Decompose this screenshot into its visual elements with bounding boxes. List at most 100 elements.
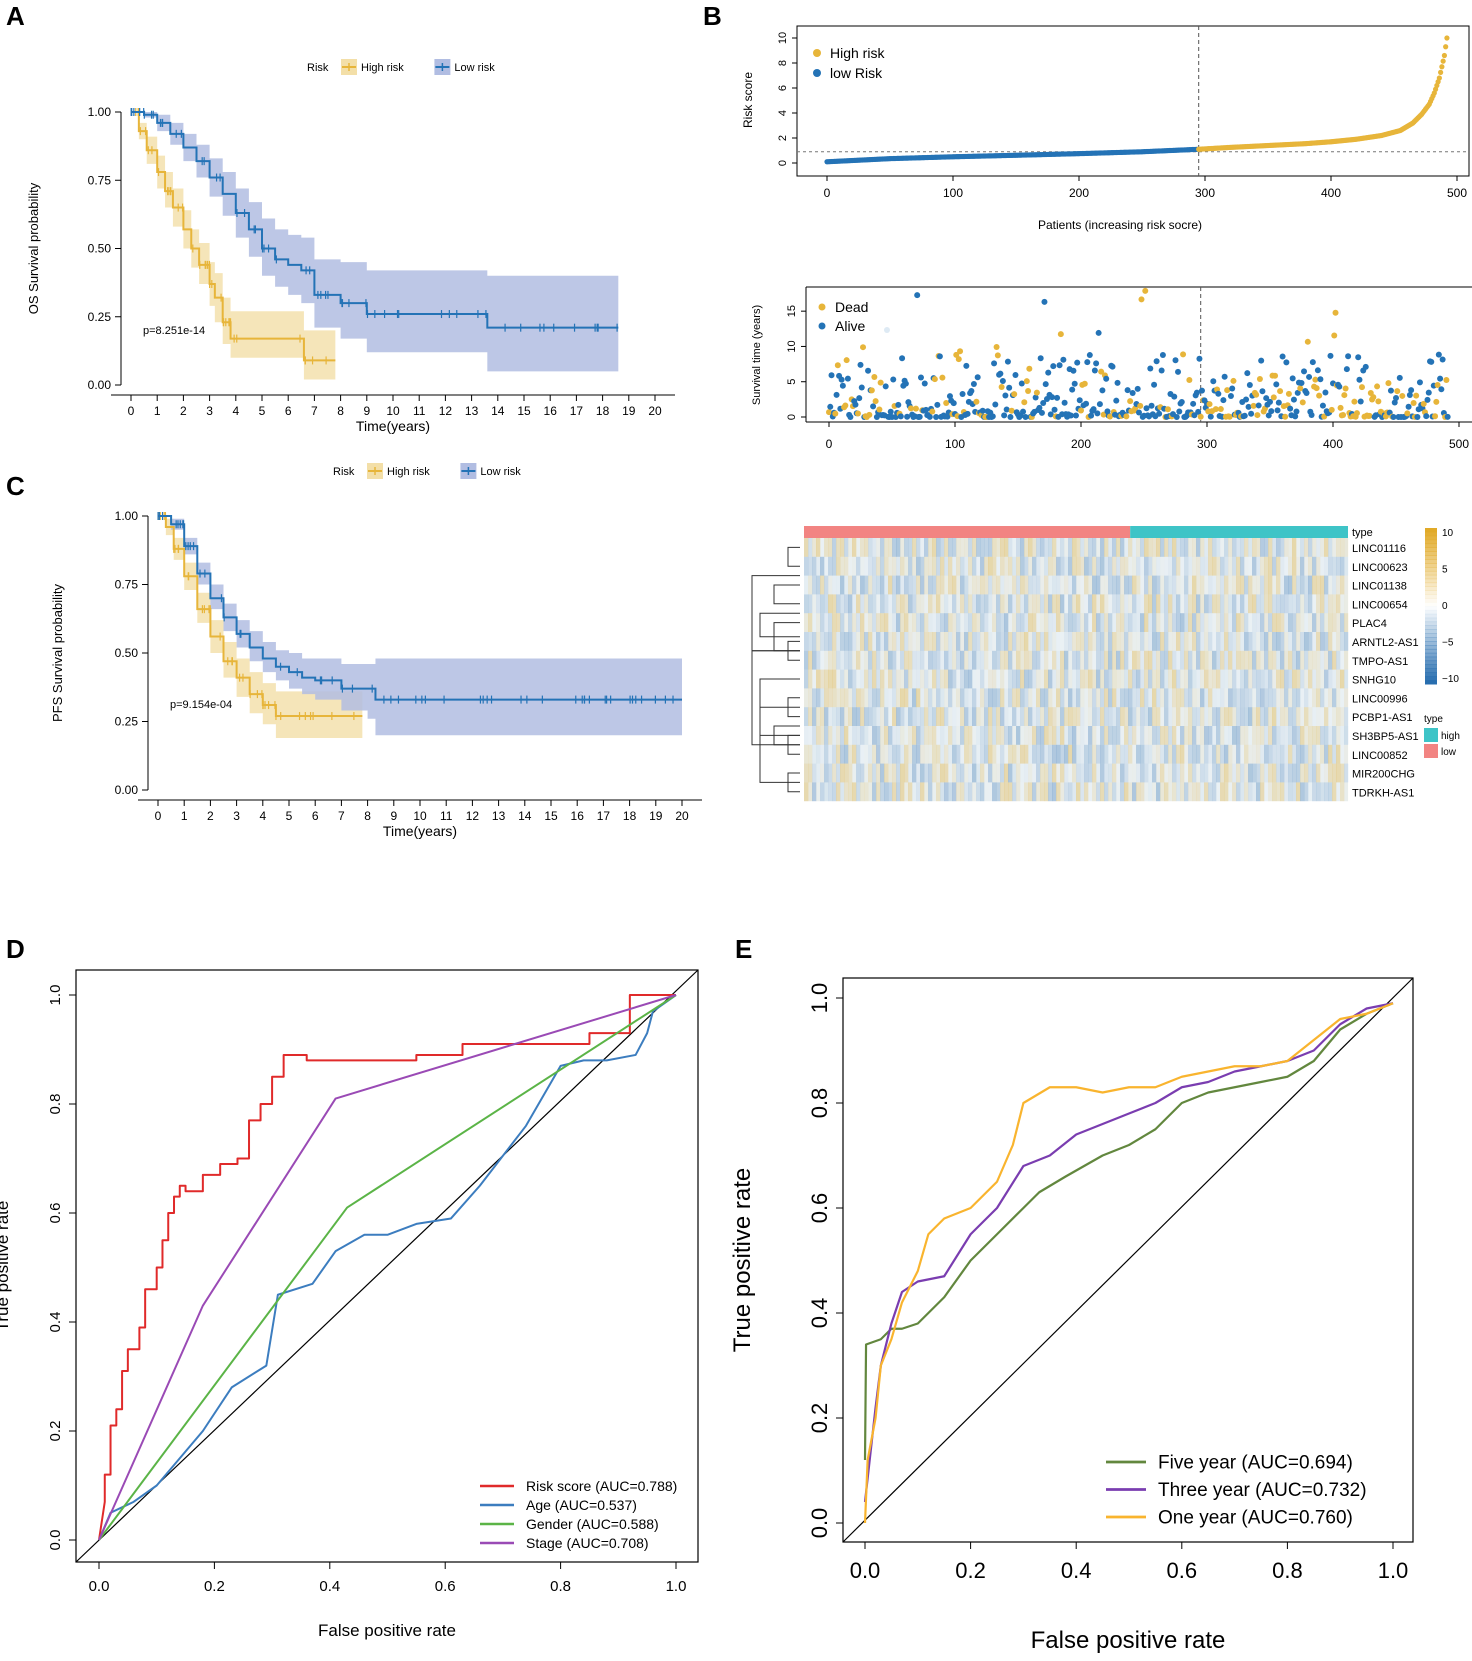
heatmap-cell [1184, 613, 1189, 632]
heatmap-cell [1024, 764, 1028, 783]
heatmap-cell [1244, 632, 1249, 651]
heatmap-cell [1344, 707, 1349, 726]
heatmap-cell [1160, 669, 1165, 689]
heatmap-cell [1240, 538, 1245, 557]
heatmap-cell [840, 632, 845, 651]
heatmap-cell [1344, 669, 1349, 689]
heatmap-cell [1116, 669, 1121, 689]
heatmap-cell [1248, 594, 1253, 614]
heatmap-cell [1120, 782, 1125, 802]
heatmap-cell [1000, 688, 1005, 708]
heatmap-cell [1080, 726, 1085, 745]
y-axis-title: OS Survival probability [26, 182, 41, 314]
heatmap-cell [940, 632, 945, 651]
heatmap-cell [952, 707, 956, 726]
status-point-dead [834, 362, 841, 369]
heatmap-cell [852, 557, 856, 576]
heatmap-cell [1324, 763, 1329, 783]
heatmap-cell [1108, 726, 1113, 745]
heatmap-cell [992, 744, 997, 764]
status-point-alive [1074, 359, 1081, 366]
heatmap-cell [1340, 632, 1345, 651]
heatmap-cell [1176, 744, 1181, 764]
heatmap-cell [1096, 744, 1101, 764]
heatmap-cell [1264, 594, 1269, 614]
heatmap-cell [872, 688, 877, 708]
heatmap-cell [1052, 782, 1057, 802]
panel-label-c: C [6, 471, 25, 501]
heatmap-cell [824, 594, 829, 614]
heatmap-cell [1064, 726, 1069, 745]
heatmap-cell [1128, 557, 1132, 576]
heatmap-cell [1168, 538, 1173, 557]
heatmap-cell [996, 688, 1001, 708]
heatmap-cell [1016, 669, 1021, 689]
heatmap-cell [832, 556, 837, 576]
status-point-alive [1267, 398, 1273, 405]
heatmap-cell [1052, 726, 1057, 745]
heatmap-cell [1300, 632, 1305, 651]
heatmap-cell [1088, 763, 1093, 783]
heatmap-cell [1312, 594, 1316, 613]
heatmap-cell [1008, 538, 1013, 557]
heatmap-cell [1000, 763, 1005, 783]
heatmap-cell [1292, 669, 1297, 689]
heatmap-cell [1024, 744, 1029, 764]
heatmap-cell [1132, 707, 1137, 726]
heatmap-cell [828, 632, 833, 651]
heatmap-cell [1304, 538, 1309, 557]
heatmap-cell [1292, 707, 1297, 726]
heatmap-cell [1120, 726, 1124, 745]
heatmap-cell [1252, 613, 1257, 632]
heatmap-cell [816, 613, 821, 632]
heatmap-cell [1336, 632, 1341, 651]
scale-gradient-step [1425, 609, 1437, 615]
heatmap-cell [988, 707, 993, 726]
heatmap-cell [1196, 613, 1201, 632]
heatmap-cell [1016, 726, 1021, 745]
scale-gradient-step [1425, 555, 1437, 560]
status-point-dead [931, 376, 938, 383]
heatmap-cell [1240, 556, 1245, 576]
heatmap-cell [1068, 632, 1073, 651]
x-tick-label: 0.8 [1272, 1558, 1303, 1583]
heatmap-cell [816, 707, 821, 726]
heatmap-cell [1180, 557, 1184, 576]
heatmap-cell [1276, 594, 1281, 614]
heatmap-cell [1020, 538, 1025, 557]
heatmap-cell [868, 594, 873, 614]
heatmap-cell [1252, 632, 1257, 651]
heatmap-cell [1132, 782, 1137, 802]
status-point-dead [907, 405, 914, 412]
heatmap-cell [1312, 538, 1317, 557]
heatmap-cell [856, 613, 861, 632]
heatmap-cell [852, 764, 856, 783]
heatmap-cell [1312, 744, 1317, 764]
heatmap-cell [1328, 576, 1332, 595]
heatmap-cell [956, 538, 961, 557]
heatmap-cell [940, 726, 945, 745]
heatmap-cell [816, 650, 821, 670]
heatmap-cell [1260, 594, 1265, 614]
heatmap-cell [1320, 632, 1325, 651]
status-point-alive [1258, 357, 1265, 364]
heatmap-cell [1152, 556, 1157, 576]
heatmap-cell [1340, 538, 1345, 557]
heatmap-cell [832, 632, 837, 651]
heatmap-cell [1036, 632, 1041, 651]
status-point-alive [1314, 367, 1321, 374]
status-point-alive [1275, 399, 1282, 406]
heatmap-cell [1012, 538, 1016, 557]
heatmap-cell [1136, 744, 1141, 764]
status-point-dead [993, 344, 1000, 351]
heatmap-cell [1340, 688, 1344, 707]
heatmap-cell [1016, 782, 1021, 802]
heatmap-cell [996, 632, 1001, 651]
heatmap-cell [1136, 594, 1141, 614]
heatmap-cell [1072, 688, 1077, 708]
heatmap-cell [868, 556, 873, 576]
heatmap-cell [1240, 575, 1245, 595]
heatmap-cell [976, 538, 981, 557]
heatmap-cell [952, 744, 957, 764]
status-point-alive [970, 381, 977, 388]
